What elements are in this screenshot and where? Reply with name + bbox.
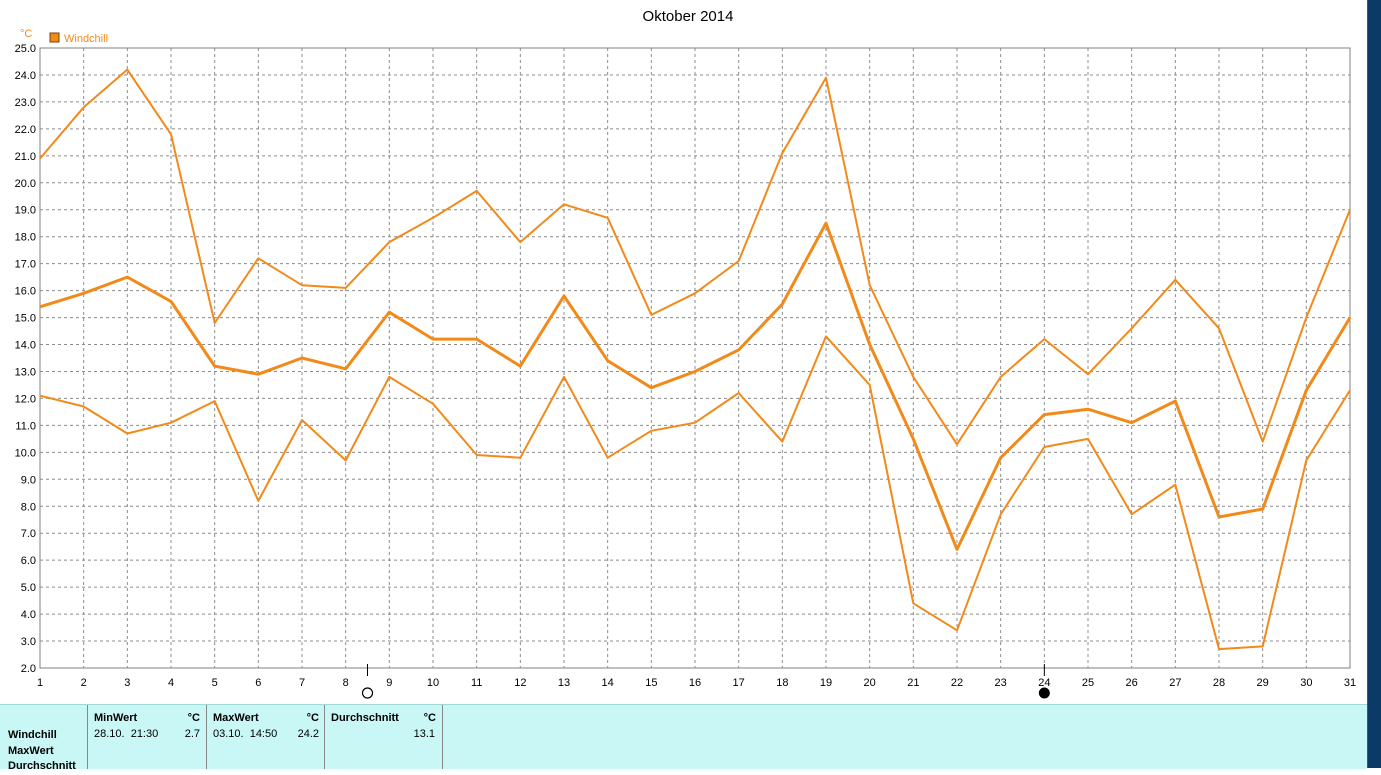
y-tick-label: 2.0 [21, 663, 36, 675]
y-tick-label: 4.0 [21, 609, 36, 621]
x-tick-label: 10 [427, 677, 439, 689]
avg-value: 13.1 [414, 728, 435, 740]
y-tick-label: 16.0 [15, 286, 36, 298]
x-tick-label: 31 [1344, 677, 1356, 689]
x-tick-label: 14 [602, 677, 614, 689]
x-tick-label: 6 [255, 677, 261, 689]
y-tick-label: 5.0 [21, 582, 36, 594]
grid [40, 48, 1350, 668]
stats-panel: Windchill MaxWert Durchschnitt MinWert °… [0, 704, 1367, 769]
min-value: 2.7 [185, 728, 200, 740]
x-tick-label: 8 [343, 677, 349, 689]
x-tick-label: 22 [951, 677, 963, 689]
x-tick-label: 4 [168, 677, 174, 689]
y-tick-label: 12.0 [15, 393, 36, 405]
max-header: MaxWert [213, 712, 259, 724]
legend-swatch [50, 33, 59, 42]
x-tick-label: 29 [1257, 677, 1269, 689]
y-tick-label: 22.0 [15, 124, 36, 136]
min-date: 28.10. 21:30 [94, 728, 158, 740]
x-tick-label: 17 [733, 677, 745, 689]
y-tick-label: 15.0 [15, 313, 36, 325]
max-value: 24.2 [298, 728, 319, 740]
y-tick-label: 8.0 [21, 501, 36, 513]
x-tick-label: 20 [864, 677, 876, 689]
y-tick-label: 14.0 [15, 340, 36, 352]
x-tick-label: 27 [1169, 677, 1181, 689]
avg-header: Durchschnitt [331, 712, 399, 724]
min-header: MinWert [94, 712, 137, 724]
y-tick-label: 23.0 [15, 97, 36, 109]
y-tick-label: 11.0 [15, 420, 36, 432]
x-tick-label: 12 [514, 677, 526, 689]
max-column: MaxWert °C 03.10. 14:50 24.2 [206, 705, 325, 769]
y-axis-unit: °C [20, 28, 32, 40]
x-tick-label: 23 [995, 677, 1007, 689]
max-unit: °C [307, 712, 319, 724]
y-tick-label: 17.0 [15, 259, 36, 271]
y-tick-label: 13.0 [15, 366, 36, 378]
row-label-durchschnitt: Durchschnitt [8, 759, 76, 775]
x-tick-label: 2 [81, 677, 87, 689]
x-tick-label: 1 [37, 677, 43, 689]
x-tick-label: 21 [907, 677, 919, 689]
legend-label: Windchill [64, 33, 108, 45]
y-tick-label: 24.0 [15, 70, 36, 82]
y-tick-label: 20.0 [15, 178, 36, 190]
x-tick-label: 9 [386, 677, 392, 689]
y-tick-label: 7.0 [21, 528, 36, 540]
avg-column: Durchschnitt °C 13.1 [324, 705, 443, 769]
y-axis-ticks: 2.0 3.0 4.0 5.0 6.0 7.0 8.0 9.0 10.0 11.0 12.0 13.0… [15, 43, 36, 675]
x-tick-label: 11 [471, 677, 482, 689]
x-tick-label: 5 [212, 677, 218, 689]
y-tick-label: 25.0 [15, 43, 36, 55]
x-tick-label: 13 [558, 677, 570, 689]
full-moon-icon [363, 688, 373, 698]
min-column: MinWert °C 28.10. 21:30 2.7 [87, 705, 206, 769]
min-unit: °C [188, 712, 200, 724]
x-tick-label: 18 [776, 677, 788, 689]
y-tick-label: 9.0 [21, 474, 36, 486]
new-moon-icon [1039, 688, 1049, 698]
y-tick-label: 19.0 [15, 205, 36, 217]
y-tick-label: 3.0 [21, 636, 36, 648]
x-tick-label: 15 [645, 677, 657, 689]
row-label-maxwert: MaxWert [8, 744, 76, 760]
moon-phases [363, 664, 1050, 698]
x-tick-label: 30 [1300, 677, 1312, 689]
y-tick-label: 6.0 [21, 555, 36, 567]
y-tick-label: 10.0 [15, 447, 36, 459]
chart: Oktober 2014 °C Windchill 2.0 3.0 4.0 5.0 6.… [0, 0, 1367, 704]
x-tick-label: 3 [124, 677, 130, 689]
series-line-max [40, 70, 1350, 445]
y-tick-label: 21.0 [15, 151, 36, 163]
x-tick-label: 25 [1082, 677, 1094, 689]
max-date: 03.10. 14:50 [213, 728, 277, 740]
window-edge [1367, 0, 1381, 768]
avg-unit: °C [424, 712, 436, 724]
x-tick-label: 24 [1038, 677, 1050, 689]
x-tick-label: 7 [299, 677, 305, 689]
x-tick-label: 19 [820, 677, 832, 689]
x-tick-label: 16 [689, 677, 701, 689]
x-tick-label: 26 [1126, 677, 1138, 689]
chart-title: Oktober 2014 [643, 8, 734, 25]
y-tick-label: 18.0 [15, 232, 36, 244]
x-tick-label: 28 [1213, 677, 1225, 689]
row-label-windchill: Windchill [8, 728, 76, 744]
